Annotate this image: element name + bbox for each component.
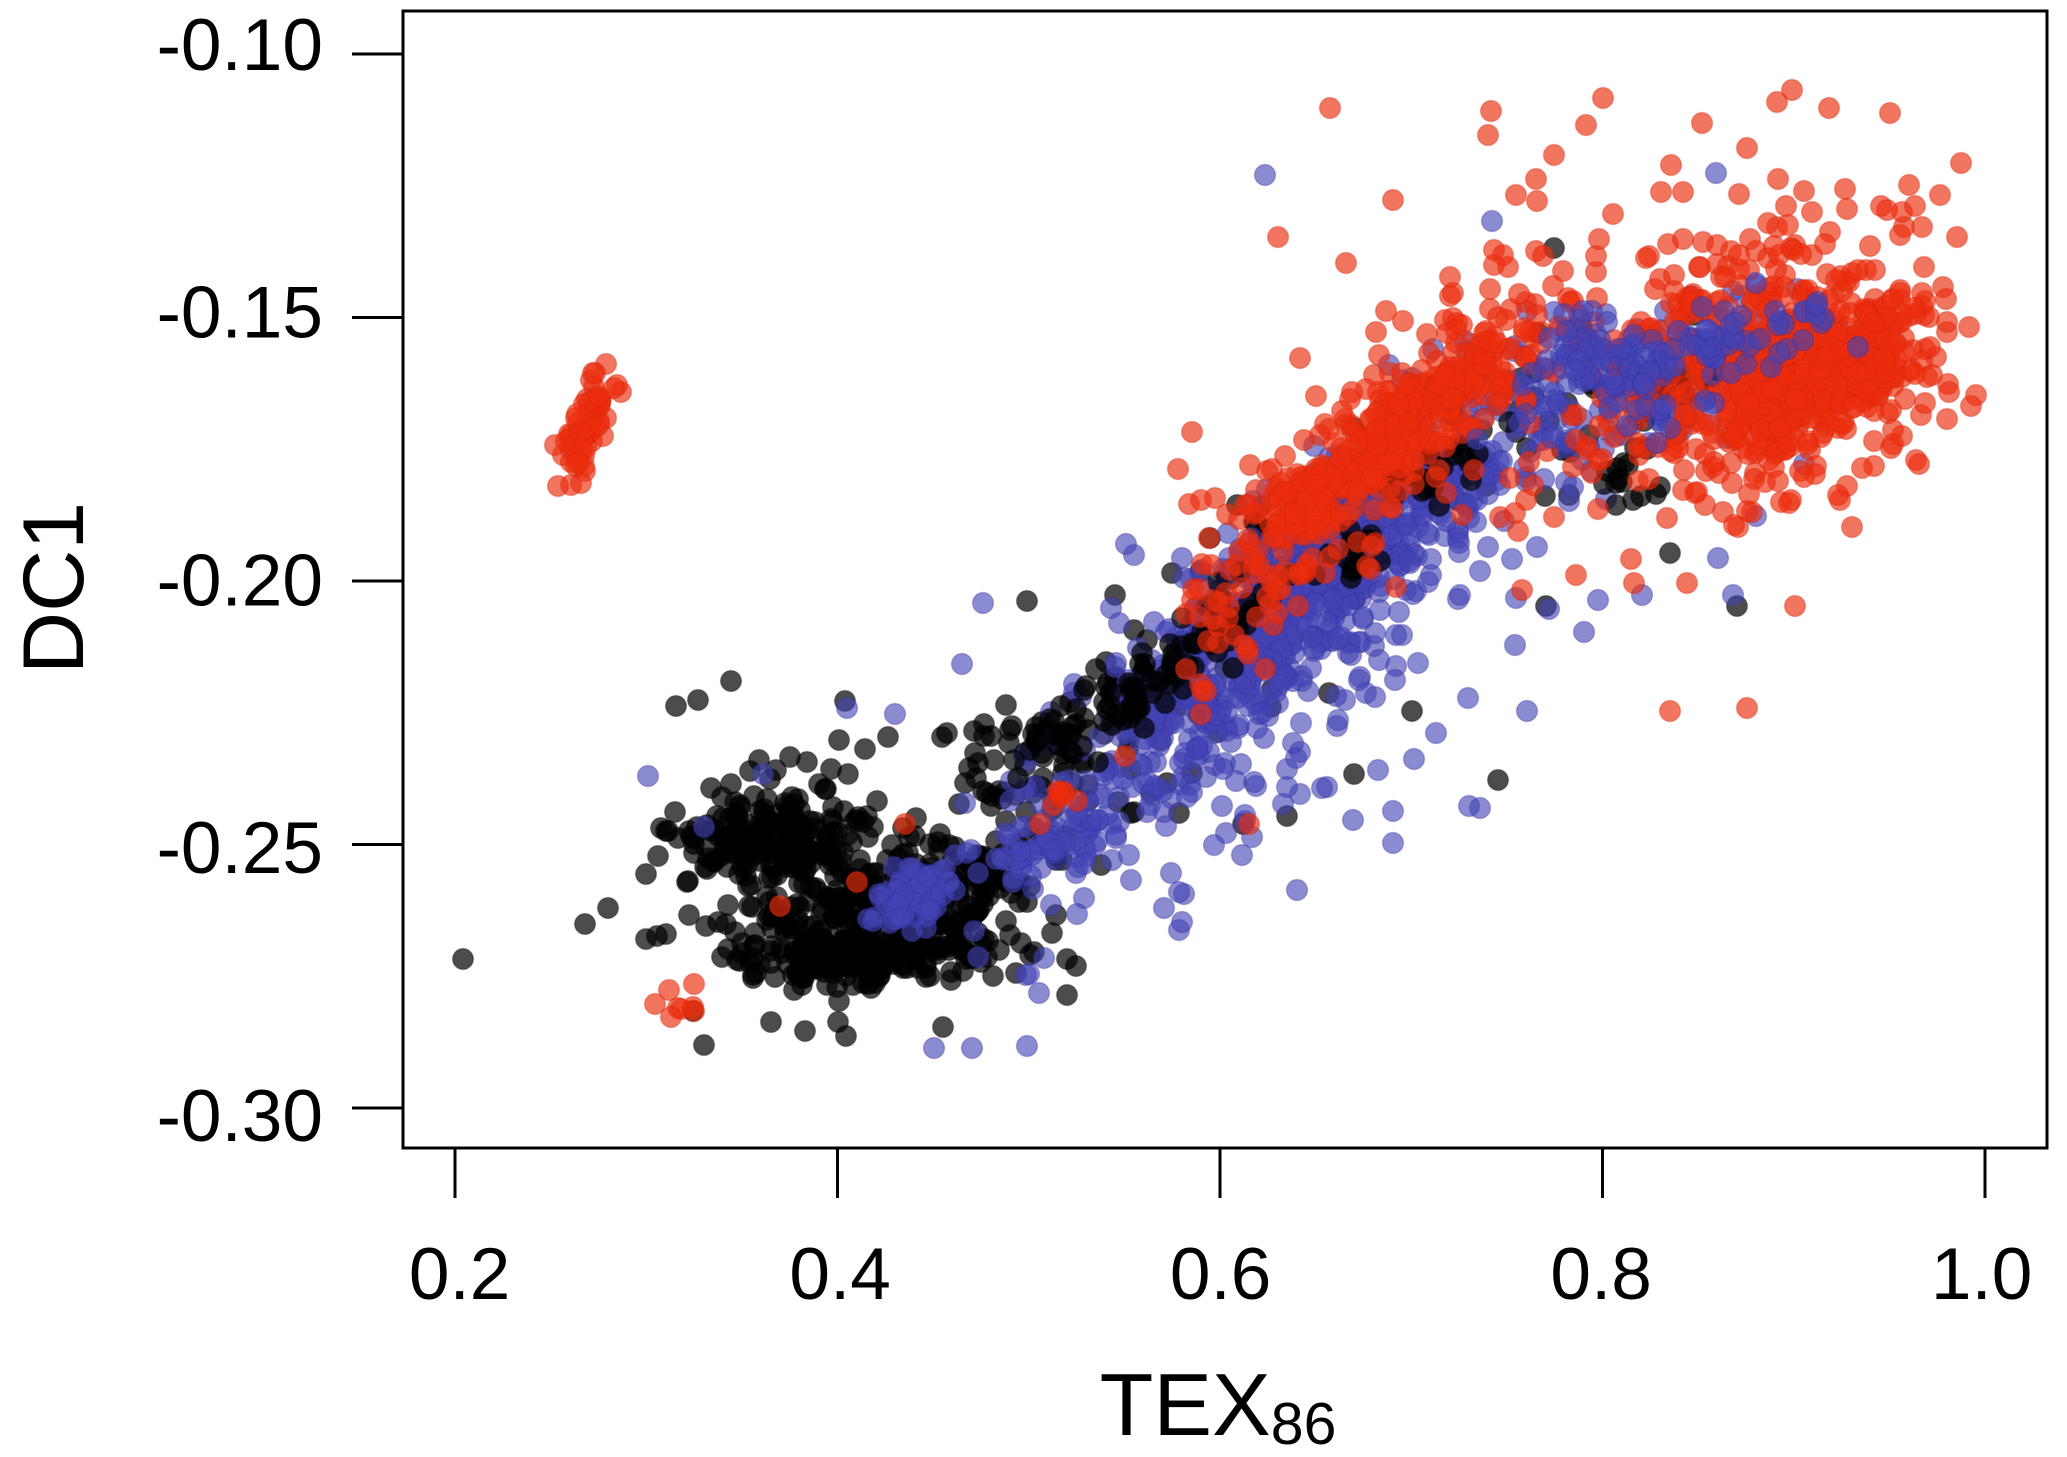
svg-text:-0.25: -0.25 bbox=[157, 808, 323, 889]
svg-text:0.2: 0.2 bbox=[409, 1234, 510, 1315]
svg-text:-0.30: -0.30 bbox=[157, 1076, 323, 1157]
svg-text:0.4: 0.4 bbox=[789, 1234, 890, 1315]
svg-text:1.0: 1.0 bbox=[1931, 1234, 2032, 1315]
svg-text:DC1: DC1 bbox=[6, 502, 102, 674]
svg-text:-0.15: -0.15 bbox=[157, 273, 323, 354]
svg-text:0.6: 0.6 bbox=[1170, 1234, 1271, 1315]
svg-text:-0.20: -0.20 bbox=[157, 541, 323, 622]
svg-text:-0.10: -0.10 bbox=[157, 5, 323, 86]
svg-text:0.8: 0.8 bbox=[1550, 1234, 1651, 1315]
svg-text:TEX86: TEX86 bbox=[1100, 1355, 1337, 1457]
